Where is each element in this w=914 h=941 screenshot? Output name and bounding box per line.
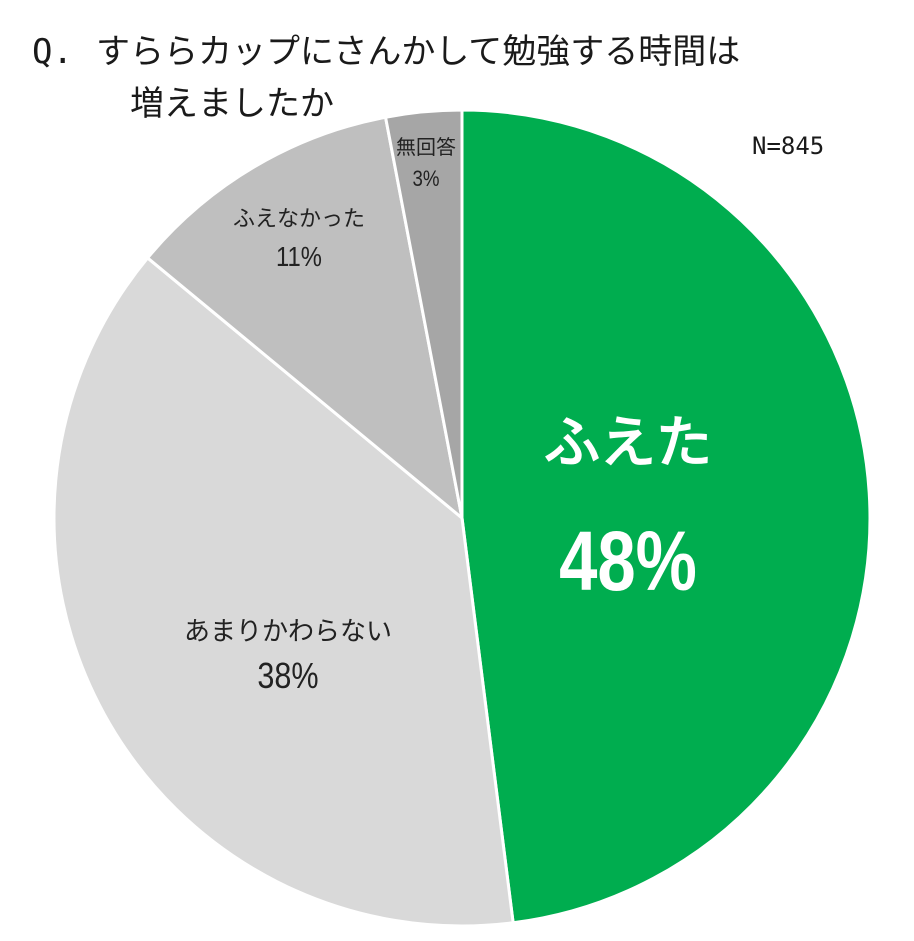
sample-size-label: N=845 <box>752 132 825 160</box>
data-label-slice-2-value: 38% <box>257 657 318 697</box>
chart-title-line-2: 増えましたか <box>130 84 334 124</box>
chart-title-prefix: Q. <box>32 32 73 72</box>
data-label-slice-3-name: ふえなかった <box>233 207 365 232</box>
pie-slice-3 <box>146 115 464 520</box>
pie-slice-2 <box>52 256 515 928</box>
pie-slice-4 <box>384 108 464 520</box>
data-label-slice-4-value: 3% <box>412 168 439 192</box>
data-label-slice-3-value: 11% <box>276 240 322 272</box>
data-label-slice-4-name: 無回答 <box>396 135 456 159</box>
data-label-slice-1-value: 48% <box>559 515 697 609</box>
chart-title-line-1: すららカップにさんかして勉強する時間は <box>96 32 741 72</box>
data-label-slice-2-name: あまりかわらない <box>184 617 392 647</box>
data-label-slice-1-name: ふえた <box>544 411 712 476</box>
pie-slice-1 <box>460 108 872 925</box>
